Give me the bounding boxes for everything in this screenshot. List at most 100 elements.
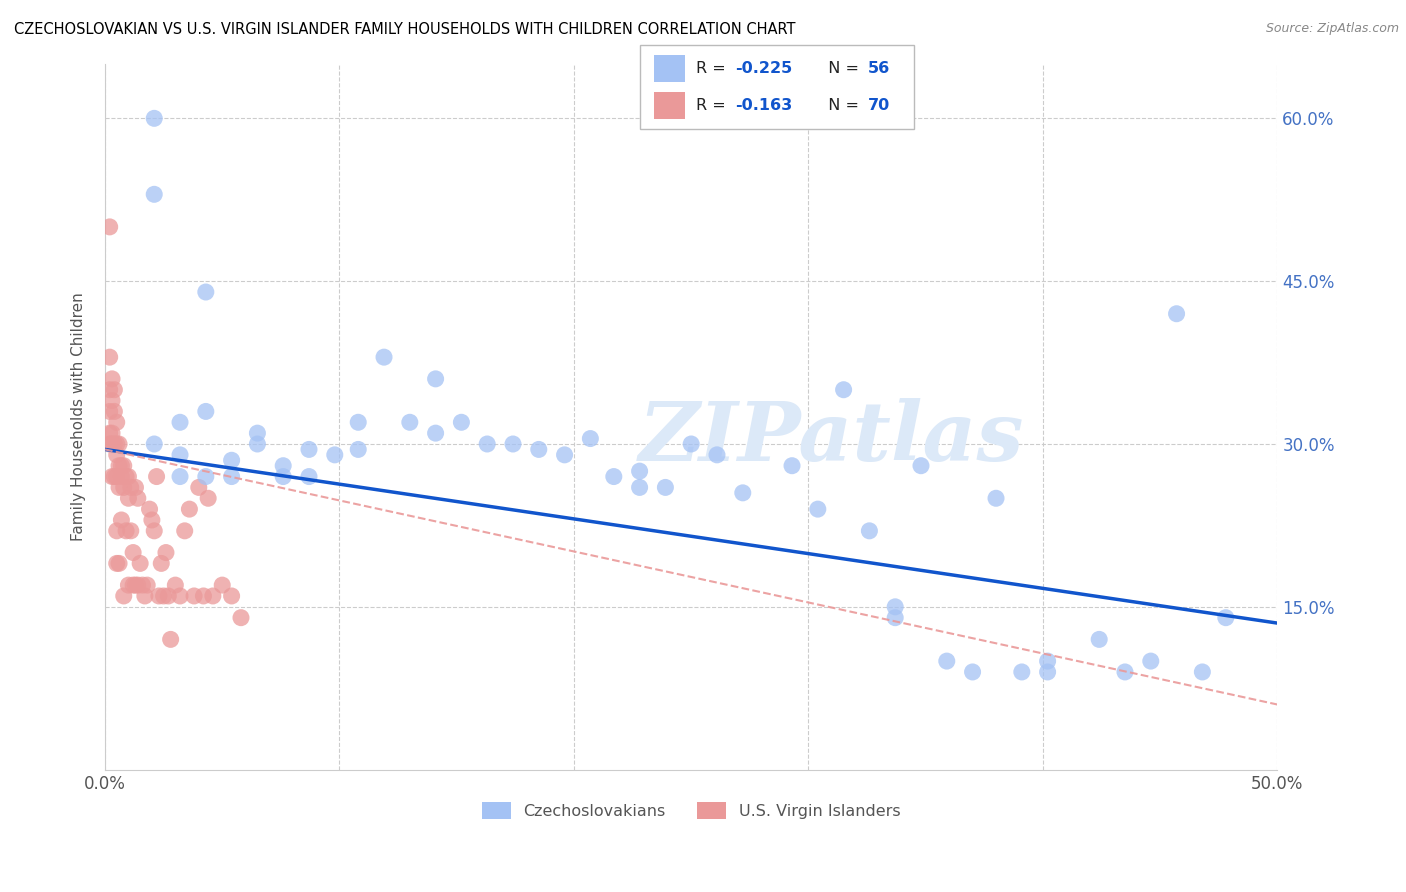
- Point: [98, 404, 121, 418]
- Point: [271, 469, 294, 483]
- Point: [129, 557, 152, 571]
- Point: [221, 469, 243, 483]
- Point: [98, 437, 121, 451]
- Point: [155, 545, 177, 559]
- Point: [194, 285, 217, 299]
- Point: [807, 502, 830, 516]
- Point: [271, 458, 294, 473]
- Point: [136, 578, 159, 592]
- Point: [323, 448, 346, 462]
- Point: [134, 589, 156, 603]
- Point: [628, 480, 651, 494]
- Point: [98, 219, 121, 234]
- Point: [101, 426, 124, 441]
- Point: [884, 610, 907, 624]
- Point: [221, 589, 243, 603]
- Point: [398, 415, 420, 429]
- Point: [105, 524, 128, 538]
- Point: [108, 437, 131, 451]
- Point: [1215, 610, 1237, 624]
- Text: -0.225: -0.225: [735, 62, 793, 76]
- Point: [1114, 665, 1136, 679]
- Point: [1036, 665, 1059, 679]
- Text: N =: N =: [818, 98, 865, 112]
- Point: [706, 448, 728, 462]
- Point: [221, 453, 243, 467]
- Point: [105, 415, 128, 429]
- Point: [159, 632, 181, 647]
- Point: [108, 557, 131, 571]
- Point: [127, 491, 149, 506]
- Point: [122, 578, 145, 592]
- Point: [110, 513, 132, 527]
- Point: [117, 491, 139, 506]
- Point: [1166, 307, 1188, 321]
- Point: [527, 442, 550, 457]
- Point: [165, 578, 187, 592]
- Point: [425, 372, 447, 386]
- Point: [502, 437, 524, 451]
- Point: [112, 589, 135, 603]
- Point: [143, 437, 166, 451]
- Point: [373, 350, 395, 364]
- Point: [628, 464, 651, 478]
- Point: [150, 557, 173, 571]
- Point: [603, 469, 626, 483]
- Point: [115, 469, 138, 483]
- Point: [1139, 654, 1161, 668]
- Text: 56: 56: [868, 62, 890, 76]
- Point: [910, 458, 932, 473]
- Point: [105, 469, 128, 483]
- Point: [1011, 665, 1033, 679]
- Point: [246, 426, 269, 441]
- Point: [194, 404, 217, 418]
- Point: [124, 578, 146, 592]
- Point: [98, 426, 121, 441]
- Point: [108, 480, 131, 494]
- Point: [108, 458, 131, 473]
- Text: -0.163: -0.163: [735, 98, 793, 112]
- Point: [148, 589, 170, 603]
- Point: [832, 383, 855, 397]
- Text: Source: ZipAtlas.com: Source: ZipAtlas.com: [1265, 22, 1399, 36]
- Point: [127, 578, 149, 592]
- Point: [173, 524, 195, 538]
- Point: [110, 458, 132, 473]
- Point: [152, 589, 174, 603]
- Text: ZIPatlas: ZIPatlas: [640, 398, 1025, 478]
- Point: [211, 578, 233, 592]
- Point: [141, 513, 163, 527]
- Point: [193, 589, 215, 603]
- Point: [187, 480, 209, 494]
- Point: [117, 578, 139, 592]
- Point: [101, 372, 124, 386]
- Point: [477, 437, 499, 451]
- Point: [124, 480, 146, 494]
- Point: [298, 442, 321, 457]
- Legend: Czechoslovakians, U.S. Virgin Islanders: Czechoslovakians, U.S. Virgin Islanders: [475, 796, 907, 825]
- Point: [229, 610, 252, 624]
- Point: [145, 469, 167, 483]
- Text: CZECHOSLOVAKIAN VS U.S. VIRGIN ISLANDER FAMILY HOUSEHOLDS WITH CHILDREN CORRELAT: CZECHOSLOVAKIAN VS U.S. VIRGIN ISLANDER …: [14, 22, 796, 37]
- Point: [1088, 632, 1111, 647]
- Point: [1191, 665, 1213, 679]
- Point: [103, 404, 125, 418]
- Point: [143, 524, 166, 538]
- Point: [197, 491, 219, 506]
- Point: [112, 458, 135, 473]
- Point: [138, 502, 160, 516]
- Point: [169, 469, 191, 483]
- Point: [98, 383, 121, 397]
- Point: [654, 480, 676, 494]
- Point: [143, 187, 166, 202]
- Point: [103, 469, 125, 483]
- Point: [115, 524, 138, 538]
- Point: [120, 480, 142, 494]
- Point: [984, 491, 1007, 506]
- Point: [143, 112, 166, 126]
- Point: [120, 524, 142, 538]
- Text: 70: 70: [868, 98, 890, 112]
- Point: [169, 415, 191, 429]
- Point: [780, 458, 803, 473]
- Point: [105, 448, 128, 462]
